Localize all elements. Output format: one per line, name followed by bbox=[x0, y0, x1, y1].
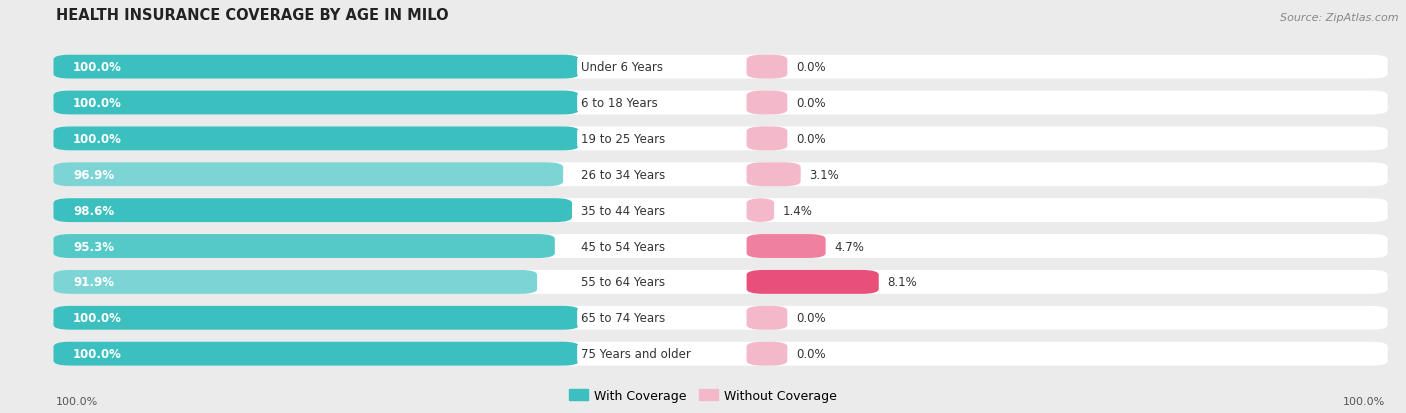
FancyBboxPatch shape bbox=[53, 127, 1388, 151]
Text: 95.3%: 95.3% bbox=[73, 240, 114, 253]
FancyBboxPatch shape bbox=[747, 55, 787, 79]
Text: 0.0%: 0.0% bbox=[796, 133, 825, 145]
FancyBboxPatch shape bbox=[53, 163, 564, 187]
Text: 65 to 74 Years: 65 to 74 Years bbox=[581, 311, 665, 325]
Text: 0.0%: 0.0% bbox=[796, 97, 825, 110]
FancyBboxPatch shape bbox=[53, 235, 1388, 259]
FancyBboxPatch shape bbox=[53, 199, 572, 223]
Text: 75 Years and older: 75 Years and older bbox=[581, 347, 690, 360]
FancyBboxPatch shape bbox=[53, 270, 537, 294]
FancyBboxPatch shape bbox=[747, 127, 787, 151]
Text: 26 to 34 Years: 26 to 34 Years bbox=[581, 169, 665, 181]
Text: HEALTH INSURANCE COVERAGE BY AGE IN MILO: HEALTH INSURANCE COVERAGE BY AGE IN MILO bbox=[56, 8, 449, 23]
Text: 1.4%: 1.4% bbox=[783, 204, 813, 217]
Text: 8.1%: 8.1% bbox=[887, 276, 917, 289]
Text: 6 to 18 Years: 6 to 18 Years bbox=[581, 97, 658, 110]
FancyBboxPatch shape bbox=[53, 91, 1388, 115]
Text: 19 to 25 Years: 19 to 25 Years bbox=[581, 133, 665, 145]
Text: 96.9%: 96.9% bbox=[73, 169, 114, 181]
FancyBboxPatch shape bbox=[53, 163, 1388, 187]
Text: 98.6%: 98.6% bbox=[73, 204, 114, 217]
FancyBboxPatch shape bbox=[747, 163, 800, 187]
Text: 100.0%: 100.0% bbox=[73, 133, 122, 145]
FancyBboxPatch shape bbox=[53, 55, 579, 79]
Text: 35 to 44 Years: 35 to 44 Years bbox=[581, 204, 665, 217]
FancyBboxPatch shape bbox=[53, 342, 1388, 366]
Text: 100.0%: 100.0% bbox=[56, 396, 98, 406]
FancyBboxPatch shape bbox=[53, 199, 1388, 223]
FancyBboxPatch shape bbox=[747, 199, 775, 223]
Text: 3.1%: 3.1% bbox=[808, 169, 839, 181]
Text: 0.0%: 0.0% bbox=[796, 347, 825, 360]
Text: 100.0%: 100.0% bbox=[1343, 396, 1385, 406]
Text: 4.7%: 4.7% bbox=[834, 240, 863, 253]
FancyBboxPatch shape bbox=[747, 270, 879, 294]
Text: 45 to 54 Years: 45 to 54 Years bbox=[581, 240, 665, 253]
FancyBboxPatch shape bbox=[53, 306, 579, 330]
Text: 100.0%: 100.0% bbox=[73, 311, 122, 325]
FancyBboxPatch shape bbox=[747, 91, 787, 115]
FancyBboxPatch shape bbox=[747, 235, 825, 259]
Text: 0.0%: 0.0% bbox=[796, 311, 825, 325]
Text: 0.0%: 0.0% bbox=[796, 61, 825, 74]
FancyBboxPatch shape bbox=[53, 91, 579, 115]
Text: 100.0%: 100.0% bbox=[73, 61, 122, 74]
Text: 100.0%: 100.0% bbox=[73, 347, 122, 360]
FancyBboxPatch shape bbox=[747, 306, 787, 330]
FancyBboxPatch shape bbox=[53, 127, 579, 151]
FancyBboxPatch shape bbox=[53, 306, 1388, 330]
FancyBboxPatch shape bbox=[53, 270, 1388, 294]
FancyBboxPatch shape bbox=[53, 55, 1388, 79]
FancyBboxPatch shape bbox=[747, 342, 787, 366]
Text: 91.9%: 91.9% bbox=[73, 276, 114, 289]
FancyBboxPatch shape bbox=[53, 235, 555, 259]
FancyBboxPatch shape bbox=[53, 342, 579, 366]
Text: 55 to 64 Years: 55 to 64 Years bbox=[581, 276, 665, 289]
Text: 100.0%: 100.0% bbox=[73, 97, 122, 110]
Legend: With Coverage, Without Coverage: With Coverage, Without Coverage bbox=[564, 384, 842, 407]
Text: Source: ZipAtlas.com: Source: ZipAtlas.com bbox=[1281, 13, 1399, 23]
Text: Under 6 Years: Under 6 Years bbox=[581, 61, 662, 74]
